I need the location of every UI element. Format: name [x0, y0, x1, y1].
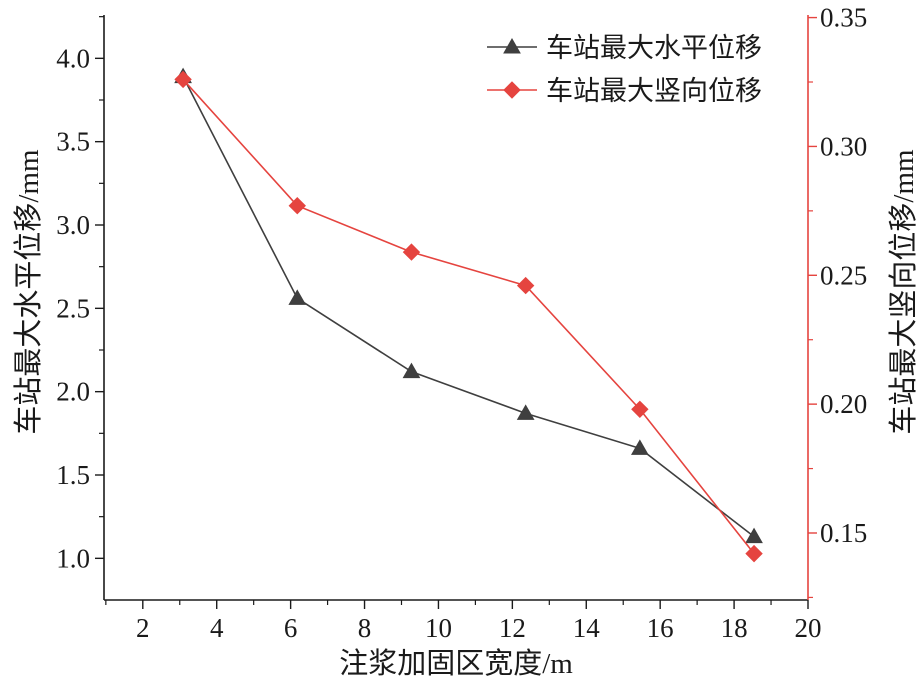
x-tick-label: 18 — [721, 613, 748, 643]
series-1-point-5 — [630, 439, 649, 455]
left-y-tick-label: 3.0 — [56, 210, 90, 240]
series-2-point-2 — [288, 196, 306, 215]
left-y-axis-label: 车站最大水平位移/mm — [12, 149, 45, 435]
x-tick-label: 16 — [647, 613, 674, 643]
x-tick-label: 14 — [573, 613, 601, 643]
x-axis-label: 注浆加固区宽度/m — [339, 647, 573, 680]
series-2-point-3 — [402, 243, 421, 261]
series-1-point-6 — [745, 527, 763, 544]
axes: 2 4 6 8 10 12 14 16 18 20 1.0 1.5 2.0 2.5 3.0 3.5 4.0 0.1… — [56, 3, 867, 643]
left-y-tick-label: 3.5 — [56, 127, 90, 157]
left-y-tick-label: 1.0 — [56, 543, 90, 573]
left-y-tick-label: 4.0 — [56, 43, 90, 73]
series-2-line — [182, 78, 755, 555]
left-y-tick-label: 1.5 — [56, 460, 90, 490]
series-2-point-5 — [631, 400, 649, 419]
x-tick-label: 2 — [136, 613, 150, 643]
x-tick-label: 10 — [425, 613, 452, 643]
legend-label: 车站最大竖向位移 — [546, 76, 762, 106]
right-y-axis-label: 车站最大竖向位移/mm — [887, 149, 920, 435]
x-tick-label: 20 — [795, 613, 822, 643]
legend-marker — [503, 37, 521, 54]
series-1-point-2 — [288, 289, 307, 305]
series-1-point-3 — [402, 362, 421, 379]
right-y-tick-label: 0.30 — [820, 131, 867, 161]
right-y-tick-label: 0.25 — [820, 260, 867, 290]
series-2-point-6 — [745, 544, 763, 563]
x-tick-label: 12 — [499, 613, 526, 643]
legend-item-2: 车站最大竖向位移 — [487, 76, 762, 106]
legend-item-1: 车站最大水平位移 — [487, 33, 762, 63]
series-2-point-1 — [174, 70, 192, 89]
legend-marker — [503, 81, 521, 99]
x-tick-label: 6 — [284, 613, 298, 643]
right-y-tick-label: 0.15 — [820, 518, 867, 548]
left-y-tick-label: 2.5 — [56, 293, 90, 323]
x-tick-label: 8 — [358, 613, 372, 643]
left-y-tick-label: 2.0 — [56, 377, 90, 407]
right-y-tick-label: 0.20 — [820, 389, 867, 419]
series-1-point-4 — [516, 404, 535, 420]
series-layer — [174, 67, 763, 563]
right-y-tick-label: 0.35 — [820, 3, 867, 33]
series-2-point-4 — [516, 276, 535, 295]
series-1-line — [182, 76, 755, 538]
legend-label: 车站最大水平位移 — [546, 33, 762, 63]
x-tick-label: 4 — [210, 613, 224, 643]
